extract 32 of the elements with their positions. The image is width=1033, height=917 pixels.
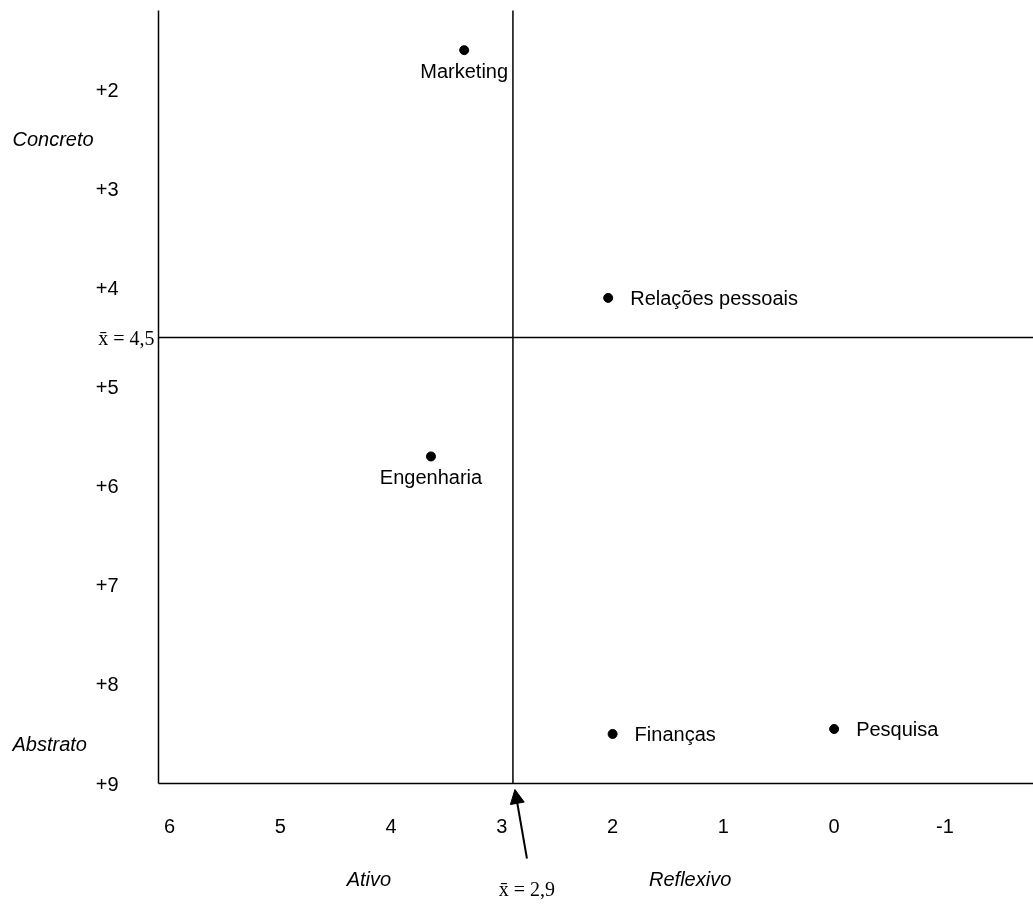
series-label: Engenharia xyxy=(379,466,483,489)
x-tick-label: -1 xyxy=(936,814,954,837)
x-tick-label: 1 xyxy=(717,814,729,837)
x-tick-label: 4 xyxy=(385,814,397,837)
y-tick-label: +4 xyxy=(95,276,119,299)
x-tick-label: 2 xyxy=(607,814,619,837)
point xyxy=(459,45,470,56)
y-tick-label: +7 xyxy=(95,574,119,597)
point xyxy=(607,728,618,739)
series-label: Finanças xyxy=(634,722,716,745)
point xyxy=(829,724,840,734)
ref-line-label: x̄ = 4,5 xyxy=(98,326,155,349)
y-tick-label: +9 xyxy=(95,772,119,795)
text: Ativo xyxy=(345,867,392,890)
ref-line-label: x̄ = 2,9 xyxy=(498,877,556,900)
point xyxy=(603,292,614,303)
y-tick-label: +2 xyxy=(95,78,119,101)
y-tick-label: +8 xyxy=(95,673,119,696)
x-tick-label: 0 xyxy=(828,814,840,837)
series-label: Pesquisa xyxy=(856,717,940,740)
x-tick-label: 5 xyxy=(274,814,286,837)
point xyxy=(425,451,436,462)
text: Reflexivo xyxy=(649,867,732,890)
text: Concreto xyxy=(12,128,94,151)
y-tick-label: +5 xyxy=(95,376,119,399)
x-tick-label: 6 xyxy=(164,814,176,837)
y-tick-label: +6 xyxy=(95,475,119,498)
x-tick-label: 3 xyxy=(496,814,508,837)
series-label: Marketing xyxy=(420,60,509,83)
text: Abstrato xyxy=(11,732,87,755)
series-label: Relações pessoais xyxy=(630,286,799,309)
y-tick-label: +3 xyxy=(95,177,119,200)
